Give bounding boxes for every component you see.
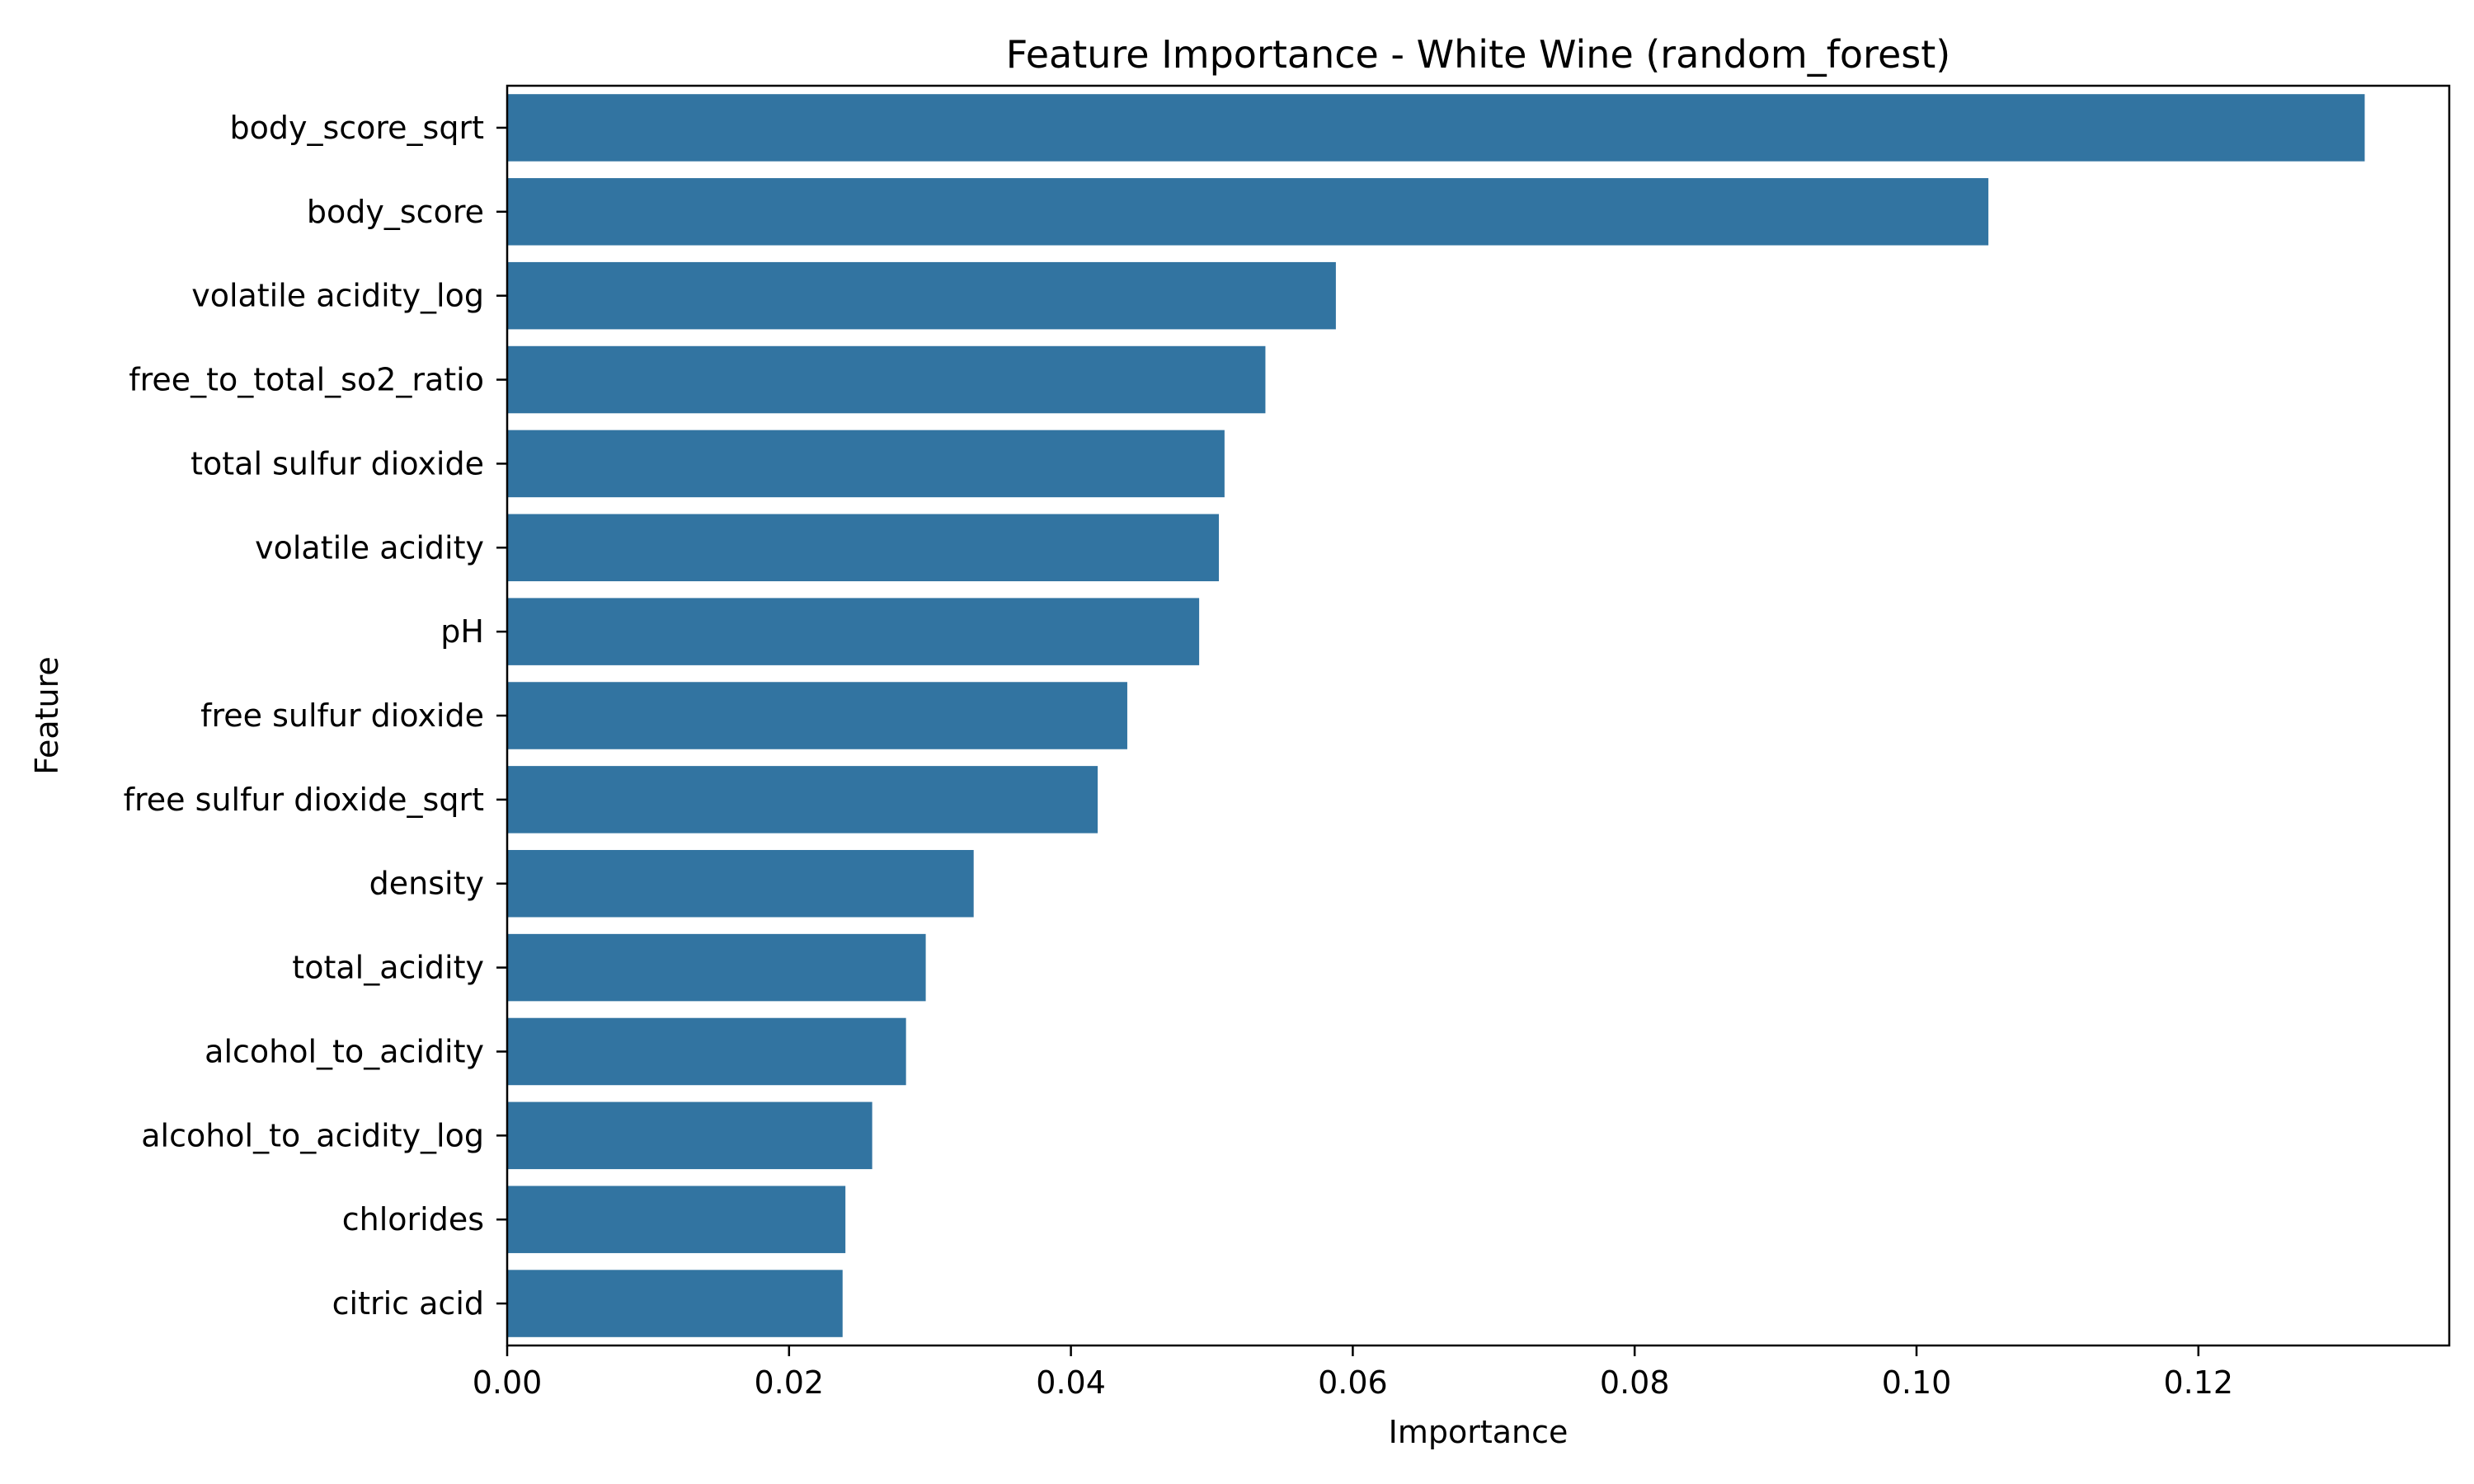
chart-title: Feature Importance - White Wine (random_… [1006,32,1950,77]
bar-free-to-total-so2-ratio [507,345,1266,414]
bar-alcohol-to-acidity [507,1017,906,1086]
y-tick-label: total sulfur dioxide [190,445,484,481]
y-tick-label: volatile acidity_log [191,278,484,314]
x-tick-label: 0.06 [1318,1364,1388,1401]
y-tick-label: density [369,866,484,902]
y-tick-label: volatile acidity [255,529,484,566]
bars-group [507,94,2365,1337]
bar-body-score [507,178,1989,246]
y-tick-label: alcohol_to_acidity [205,1033,484,1069]
x-tick-label: 0.04 [1036,1364,1106,1401]
y-tick-label: free sulfur dioxide [200,697,484,734]
bar-alcohol-to-acidity-log [507,1101,872,1170]
bar-free-sulfur-dioxide [507,682,1127,749]
y-tick-label: body_score [307,194,484,230]
x-tick-label: 0.10 [1882,1364,1952,1401]
bar-total-sulfur-dioxide [507,430,1225,498]
y-tick-label: alcohol_to_acidity_log [141,1117,484,1153]
bar-body-score-sqrt [507,94,2365,162]
bar-density [507,849,974,918]
x-tick-label: 0.00 [473,1364,543,1401]
bar-volatile-acidity [507,514,1220,582]
x-axis-ticks: 0.00 0.02 0.04 0.06 0.08 0.10 0.12 [473,1345,2233,1401]
bar-chlorides [507,1186,846,1253]
y-tick-label: pH [440,613,484,650]
x-axis-title: Importance [1389,1414,1569,1450]
x-tick-label: 0.02 [754,1364,824,1401]
plot-frame [506,84,2451,1347]
y-tick-label: free_to_total_so2_ratio [129,362,484,398]
y-tick-label: body_score_sqrt [229,110,484,146]
y-tick-label: citric acid [332,1285,484,1322]
bar-free-sulfur-dioxide-sqrt [507,766,1098,834]
x-tick-label: 0.12 [2163,1364,2233,1401]
bar-citric-acid [507,1270,843,1337]
bar-total-acidity [507,933,926,1002]
y-axis-title: Feature [29,656,65,775]
y-tick-label: total_acidity [292,950,484,986]
bar-volatile-acidity-log [507,261,1336,330]
y-tick-label: free sulfur dioxide_sqrt [124,782,484,818]
y-tick-label: chlorides [342,1201,484,1237]
x-tick-label: 0.08 [1600,1364,1670,1401]
bar-ph [507,598,1200,665]
y-axis-ticks: body_score_sqrt body_score volatile acidit… [124,110,507,1322]
